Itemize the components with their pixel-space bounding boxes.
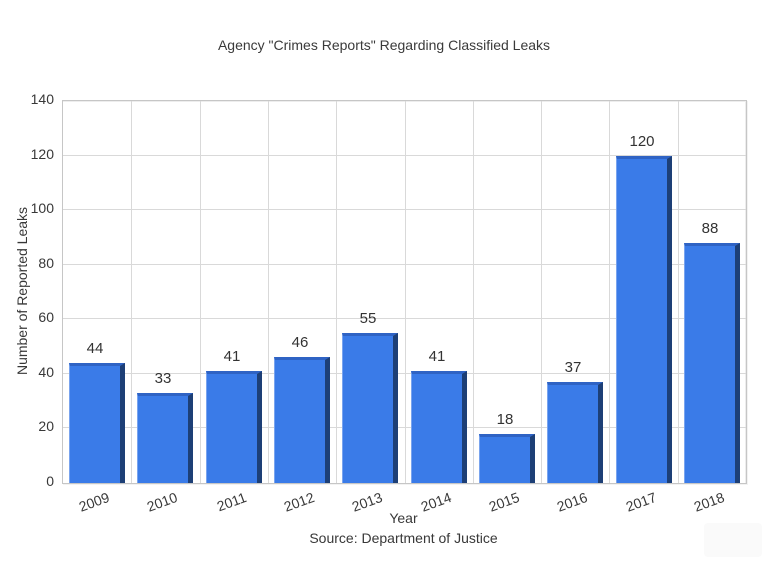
gridline-v xyxy=(541,101,542,483)
y-tick-label: 80 xyxy=(38,255,54,271)
y-tick-label: 120 xyxy=(30,146,54,162)
bar-value-label: 46 xyxy=(291,334,309,351)
bar-value-label: 41 xyxy=(428,348,446,365)
bar-2012 xyxy=(274,357,330,483)
y-tick-label: 140 xyxy=(30,91,54,107)
gridline-v xyxy=(473,101,474,483)
bar-2017 xyxy=(616,156,672,483)
gridline-v xyxy=(405,101,406,483)
x-axis-title: Year xyxy=(389,510,418,526)
watermark xyxy=(704,523,762,557)
gridline-v xyxy=(678,101,679,483)
gridline-h xyxy=(63,372,746,374)
gridline-h xyxy=(63,318,746,320)
bar-2018 xyxy=(684,243,740,483)
bar-value-label: 44 xyxy=(86,340,104,357)
gridline-v xyxy=(200,101,201,483)
gridline-v xyxy=(336,101,337,483)
bar-value-label: 37 xyxy=(564,359,582,376)
gridline-h xyxy=(63,263,746,265)
source-note: Source: Department of Justice xyxy=(309,530,498,546)
bar-2016 xyxy=(547,382,603,483)
bar-2010 xyxy=(137,393,193,483)
bar-2011 xyxy=(206,371,262,483)
bar-2014 xyxy=(411,371,467,483)
gridline-h xyxy=(63,154,746,156)
y-tick-label: 0 xyxy=(46,473,54,489)
plot-area: 44 33 41 46 55 41 18 37 120 88 xyxy=(62,100,747,484)
y-axis-title: Number of Reported Leaks xyxy=(14,206,30,376)
bar-value-label: 55 xyxy=(359,310,377,327)
gridline-v xyxy=(268,101,269,483)
y-tick-label: 60 xyxy=(38,309,54,325)
gridline-h xyxy=(63,427,746,429)
y-tick-label: 100 xyxy=(30,200,54,216)
bar-2015 xyxy=(479,434,535,483)
chart-title: Agency "Crimes Reports" Regarding Classi… xyxy=(217,37,551,53)
bar-value-label: 18 xyxy=(496,411,514,428)
bar-2013 xyxy=(342,333,398,483)
bar-value-label: 41 xyxy=(223,348,241,365)
y-tick-label: 40 xyxy=(38,364,54,380)
gridline-v xyxy=(609,101,610,483)
gridline-h xyxy=(63,209,746,211)
y-tick-label: 20 xyxy=(38,418,54,434)
gridline-v xyxy=(131,101,132,483)
bar-value-label: 33 xyxy=(154,370,172,387)
bar-2009 xyxy=(69,363,125,483)
bar-value-label: 120 xyxy=(629,133,655,150)
bar-value-label: 88 xyxy=(701,220,719,237)
